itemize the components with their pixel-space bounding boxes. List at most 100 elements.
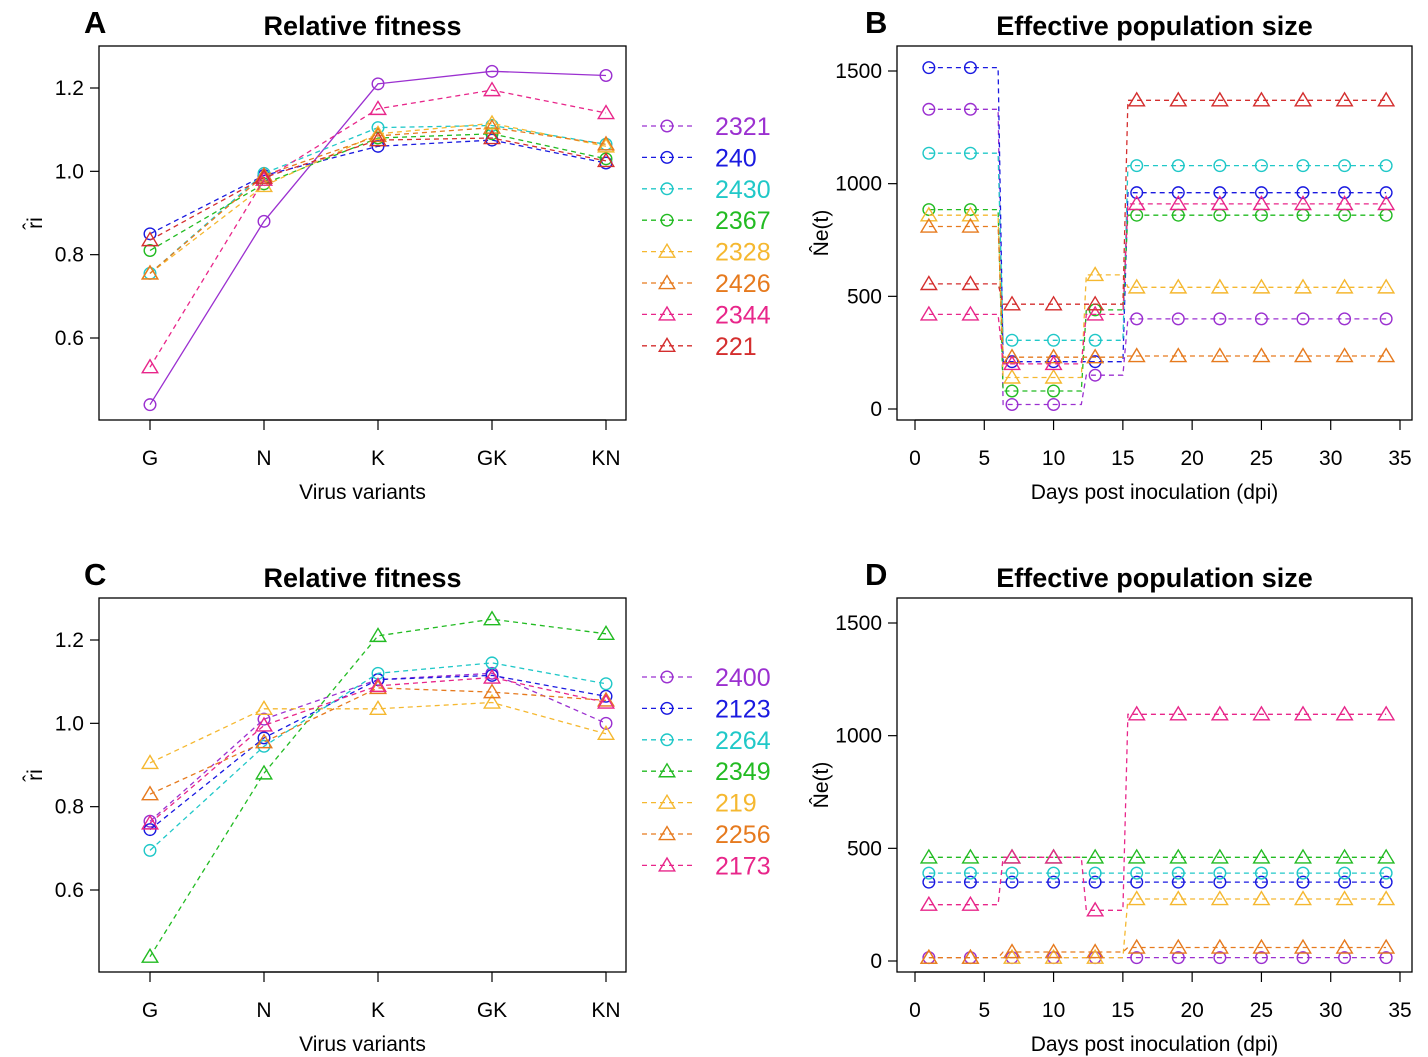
data-point xyxy=(1210,195,1229,211)
data-point xyxy=(482,693,502,709)
data-point xyxy=(963,203,977,217)
data-point xyxy=(1252,195,1271,211)
y-tick-label: 0.6 xyxy=(55,327,84,350)
data-point xyxy=(1086,266,1105,282)
data-point xyxy=(922,146,936,160)
data-point xyxy=(1169,848,1188,864)
legend-label: 219 xyxy=(715,790,757,818)
data-point xyxy=(254,716,274,732)
y-axis-label: r̂i xyxy=(23,217,47,230)
legend-marker xyxy=(660,213,674,227)
data-point xyxy=(1169,278,1188,294)
data-point xyxy=(1044,943,1063,959)
data-point xyxy=(1379,875,1393,889)
data-point xyxy=(1252,91,1271,107)
data-point xyxy=(599,677,613,691)
data-point xyxy=(922,875,936,889)
data-point xyxy=(1002,355,1022,371)
data-point xyxy=(599,689,613,703)
x-tick-label: 0 xyxy=(909,999,921,1022)
data-point xyxy=(963,866,977,880)
data-point xyxy=(1254,951,1268,965)
data-point xyxy=(254,699,274,715)
data-point xyxy=(257,712,271,726)
series-240 xyxy=(922,61,1393,369)
data-point xyxy=(1293,195,1313,211)
data-point xyxy=(1335,91,1354,107)
data-point xyxy=(1044,295,1063,311)
data-point xyxy=(1127,278,1146,294)
data-point xyxy=(596,693,616,709)
x-tick-label: 30 xyxy=(1319,999,1342,1022)
data-point xyxy=(482,683,502,699)
y-tick-label: 1.2 xyxy=(55,77,84,100)
y-tick-label: 0 xyxy=(870,950,882,973)
data-point xyxy=(254,764,274,780)
data-point xyxy=(1379,312,1393,326)
y-tick-label: 0.6 xyxy=(55,879,84,902)
data-point xyxy=(1086,295,1105,311)
x-tick-label: 20 xyxy=(1180,999,1203,1022)
series-line xyxy=(928,898,1387,959)
series-221 xyxy=(140,129,616,247)
data-point xyxy=(1002,848,1022,864)
x-tick-label: 0 xyxy=(909,447,921,470)
y-axis-label: r̂i xyxy=(23,769,47,782)
x-axis-label: Virus variants xyxy=(299,481,426,504)
legend-entry: 2344 xyxy=(642,301,771,329)
legend-marker xyxy=(660,670,674,684)
x-axis-label: Virus variants xyxy=(299,1033,426,1056)
data-point xyxy=(1213,186,1227,200)
data-point xyxy=(1169,938,1188,954)
data-point xyxy=(963,102,977,116)
legend-entry: 2264 xyxy=(642,727,771,755)
series-line xyxy=(149,70,607,406)
data-point xyxy=(596,137,616,153)
data-point xyxy=(1379,951,1393,965)
series-line xyxy=(928,214,1387,379)
data-point xyxy=(1088,333,1102,347)
x-tick-label: K xyxy=(371,447,385,470)
data-point xyxy=(1130,875,1144,889)
data-point xyxy=(599,68,613,82)
x-tick-label: G xyxy=(142,999,158,1022)
data-point xyxy=(1338,159,1352,173)
legend-marker xyxy=(660,701,674,715)
data-point xyxy=(596,624,616,640)
data-point xyxy=(1377,278,1396,294)
data-point xyxy=(1044,948,1063,964)
panel-c: Relative fitness C 0.6 0.8 1.0 1.2 G N K GK KN Viru… xyxy=(23,557,771,1056)
data-point xyxy=(140,754,160,770)
series-line xyxy=(149,676,607,824)
data-point xyxy=(1254,312,1268,326)
data-point xyxy=(1335,705,1354,721)
legend-label: 240 xyxy=(715,144,757,172)
data-point xyxy=(1296,951,1310,965)
panel-letter: C xyxy=(84,557,106,592)
series-2349 xyxy=(919,848,1396,864)
data-point xyxy=(919,217,938,233)
data-point xyxy=(1086,943,1105,959)
x-tick-label: KN xyxy=(591,447,620,470)
data-point xyxy=(1171,875,1185,889)
data-point xyxy=(140,814,160,830)
panel-b: Effective population size B 0 500 1000 1500 0 5… xyxy=(810,5,1413,504)
data-point xyxy=(1335,278,1354,294)
chart-title: Relative fitness xyxy=(263,11,461,41)
data-point xyxy=(1377,91,1396,107)
legend: 2321 240 2430 2367 2328 2426 2344 221 xyxy=(642,113,771,361)
series-line xyxy=(149,672,607,822)
data-point xyxy=(1210,91,1229,107)
series-line xyxy=(149,89,607,368)
data-point xyxy=(1254,159,1268,173)
data-point xyxy=(1169,347,1188,363)
data-point xyxy=(922,203,936,217)
data-point xyxy=(1171,186,1185,200)
data-point xyxy=(961,206,980,222)
series-2173 xyxy=(919,705,1396,917)
data-point xyxy=(1130,312,1144,326)
x-tick-label: 10 xyxy=(1042,447,1065,470)
data-point xyxy=(1379,866,1393,880)
data-point xyxy=(596,135,616,151)
